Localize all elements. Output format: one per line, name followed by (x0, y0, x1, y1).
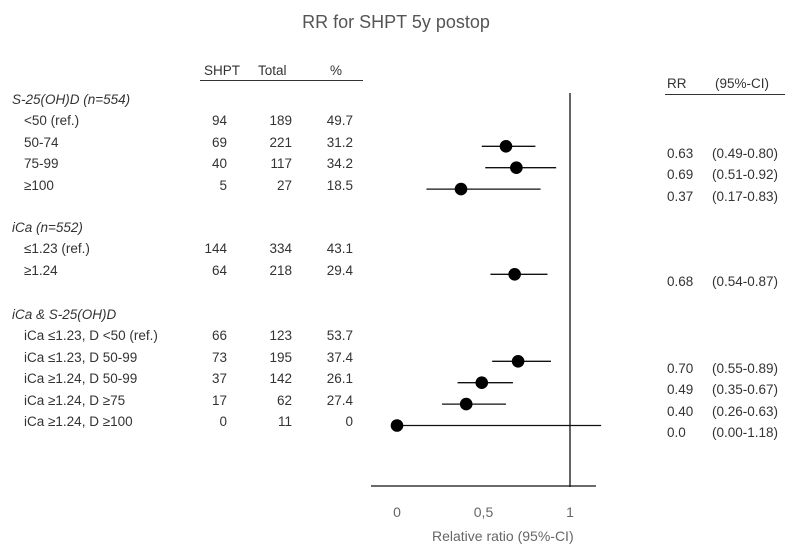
shpt-value: 69 (211, 134, 227, 150)
rr-point (510, 161, 523, 174)
total-value: 221 (269, 134, 292, 150)
x-tick-label: 0 (393, 504, 401, 520)
section-label: S-25(OH)D (n=554) (12, 92, 131, 107)
pct-value: 34.2 (326, 156, 353, 172)
x-tick-label: 1 (566, 504, 574, 520)
pct-value: 26.1 (326, 371, 353, 387)
total-value: 27 (276, 177, 292, 193)
x-axis-label: Relative ratio (95%-CI) (432, 528, 574, 544)
shpt-value: 144 (204, 241, 227, 257)
shpt-value: 64 (211, 262, 227, 278)
shpt-value: 40 (211, 156, 227, 172)
total-value: 11 (277, 414, 292, 429)
pct-value: 37.4 (326, 349, 353, 365)
shpt-value: 17 (211, 392, 227, 408)
ci-value: (0.17-0.83) (712, 188, 779, 204)
pct-value: 0 (345, 414, 353, 429)
rr-value: 0.49 (667, 382, 694, 398)
total-value: 117 (270, 156, 292, 172)
rr-header-rule (665, 94, 785, 95)
chart-title: RR for SHPT 5y postop (302, 12, 490, 32)
rr-value: 0.69 (667, 167, 694, 183)
row-label: iCa ≥1.24, D ≥75 (24, 392, 126, 408)
rr-point (454, 182, 468, 196)
rr-value: 0.0 (667, 425, 686, 440)
table-header-rule (200, 80, 363, 81)
col-header-shpt: SHPT (204, 63, 241, 78)
total-value: 62 (276, 392, 292, 408)
row-label: iCa ≥1.24, D ≥100 (24, 414, 133, 429)
rr-value: 0.68 (667, 273, 694, 289)
rr-point (390, 419, 404, 432)
row-label: ≤1.23 (ref.) (24, 241, 90, 257)
total-value: 189 (269, 113, 292, 129)
rr-point (511, 355, 525, 368)
shpt-value: 94 (211, 113, 227, 129)
total-value: 123 (269, 328, 292, 344)
section-label: iCa & S-25(OH)D (12, 307, 117, 322)
pct-value: 31.2 (326, 134, 353, 150)
rr-value: 0.40 (667, 403, 694, 419)
rr-value: 0.63 (667, 145, 694, 161)
ci-header: (95%-CI) (715, 76, 770, 91)
x-tick-label: 0,5 (474, 504, 494, 520)
pct-value: 18.5 (326, 177, 353, 193)
ci-value: (0.00-1.18) (712, 425, 779, 440)
total-value: 334 (269, 241, 292, 257)
pct-value: 49.7 (326, 113, 353, 129)
ci-value: (0.51-0.92) (712, 167, 779, 183)
rr-point (508, 268, 521, 281)
pct-value: 53.7 (326, 328, 353, 344)
shpt-value: 37 (211, 371, 227, 387)
row-label: ≥100 (24, 177, 54, 193)
rr-header: RR (667, 76, 687, 91)
row-label: iCa ≤1.23, D <50 (ref.) (24, 328, 158, 344)
ci-value: (0.26-0.63) (712, 403, 779, 419)
rr-point (475, 376, 489, 390)
row-label: <50 (ref.) (24, 113, 80, 129)
section-label: iCa (n=552) (12, 220, 83, 235)
shpt-value: 5 (219, 177, 227, 193)
col-header-pct: % (330, 63, 343, 78)
col-header-total: Total (258, 63, 287, 78)
shpt-value: 66 (211, 328, 227, 344)
ci-value: (0.55-0.89) (712, 360, 779, 376)
shpt-value: 73 (211, 349, 227, 365)
ci-value: (0.35-0.67) (712, 382, 779, 398)
pct-value: 29.4 (326, 262, 353, 278)
total-value: 218 (269, 262, 292, 278)
shpt-value: 0 (219, 414, 227, 429)
total-value: 195 (269, 349, 292, 365)
rr-point (499, 140, 513, 153)
row-label: iCa ≤1.23, D 50-99 (24, 349, 138, 365)
row-label: ≥1.24 (24, 262, 58, 278)
pct-value: 27.4 (326, 392, 353, 408)
ci-value: (0.49-0.80) (712, 145, 779, 161)
row-label: 75-99 (24, 156, 59, 172)
rr-value: 0.70 (667, 360, 694, 376)
rr-point (459, 397, 473, 411)
rr-value: 0.37 (667, 188, 694, 204)
pct-value: 43.1 (326, 241, 353, 257)
ci-value: (0.54-0.87) (712, 273, 779, 289)
row-label: 50-74 (24, 134, 59, 150)
row-label: iCa ≥1.24, D 50-99 (24, 371, 138, 387)
total-value: 142 (269, 371, 292, 387)
